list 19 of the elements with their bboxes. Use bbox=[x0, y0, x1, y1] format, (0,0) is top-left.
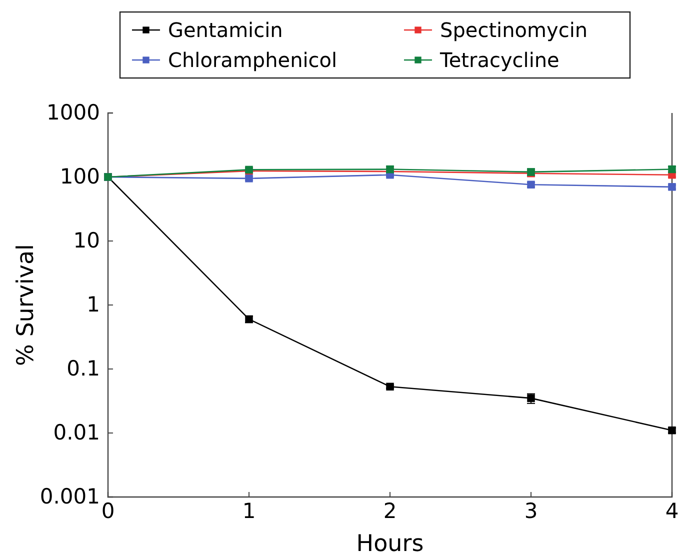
y-tick-label: 1 bbox=[86, 292, 100, 317]
y-tick-label: 10 bbox=[73, 228, 100, 253]
x-tick-label: 0 bbox=[101, 498, 115, 523]
legend-label: Gentamicin bbox=[168, 18, 283, 42]
y-tick-label: 100 bbox=[60, 164, 100, 189]
y-tick-label: 0.1 bbox=[66, 356, 100, 381]
x-tick-label: 4 bbox=[665, 498, 679, 523]
y-axis-title: % Survival bbox=[13, 244, 39, 366]
x-tick-label: 2 bbox=[383, 498, 397, 523]
y-tick-label: 0.001 bbox=[40, 484, 100, 509]
x-tick-label: 1 bbox=[242, 498, 256, 523]
legend-label: Chloramphenicol bbox=[168, 48, 338, 72]
x-axis-title: Hours bbox=[356, 531, 424, 554]
point bbox=[386, 382, 394, 391]
x-tick-label: 3 bbox=[524, 498, 538, 523]
y-tick-label: 1000 bbox=[46, 100, 100, 125]
y-tick-label: 0.01 bbox=[53, 420, 100, 445]
legend-label: Spectinomycin bbox=[440, 18, 588, 42]
legend-label: Tetracycline bbox=[439, 48, 560, 72]
